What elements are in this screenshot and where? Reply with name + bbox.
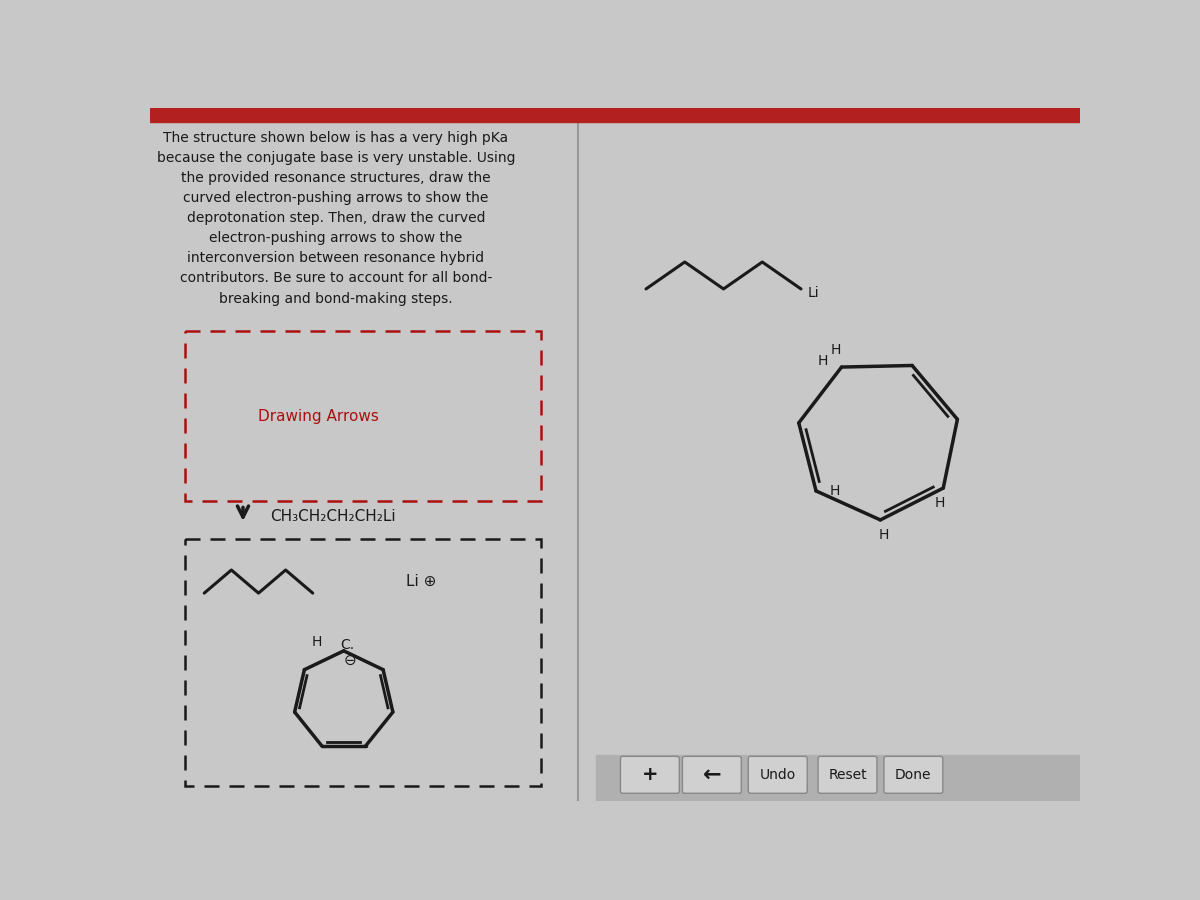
Text: H: H [830,343,840,357]
Text: Reset: Reset [828,768,866,782]
FancyBboxPatch shape [818,756,877,793]
Text: Drawing Arrows: Drawing Arrows [258,409,379,424]
Bar [185,331,541,500]
Text: Li ⊕: Li ⊕ [406,574,436,590]
Text: ←: ← [702,765,721,785]
Text: H: H [880,528,889,543]
Text: Li: Li [808,286,818,300]
Text: ⊖: ⊖ [343,652,356,668]
Text: Done: Done [895,768,931,782]
Bar [185,539,541,786]
FancyBboxPatch shape [620,756,679,793]
FancyBboxPatch shape [884,756,943,793]
Text: The structure shown below is has a very high pKa
because the conjugate base is v: The structure shown below is has a very … [157,131,515,305]
Text: H: H [934,497,944,510]
Text: +: + [642,765,658,784]
Bar [150,108,1080,122]
Text: Undo: Undo [760,768,796,782]
Text: C.: C. [340,638,354,652]
Text: CH₃CH₂CH₂CH₂Li: CH₃CH₂CH₂CH₂Li [270,508,396,524]
FancyBboxPatch shape [749,756,808,793]
Text: H: H [817,354,828,368]
Bar [595,755,1080,801]
FancyBboxPatch shape [683,756,742,793]
Text: H: H [830,484,840,498]
Text: H: H [312,634,322,649]
